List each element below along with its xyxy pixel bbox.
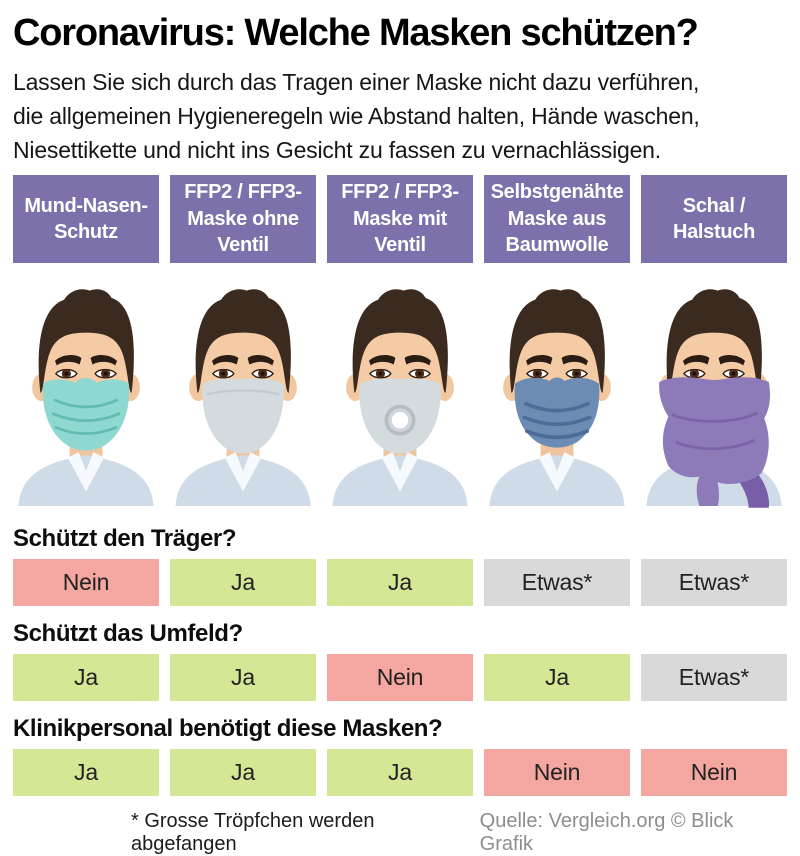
question-label-traeger: Schützt den Träger? [13, 525, 237, 552]
footnote: * Grosse Tröpfchen werden abgefangen [131, 810, 375, 855]
face-illustration-surgical-mask [17, 288, 155, 507]
column-header-row: Mund-Nasen- Schutz FFP2 / FFP3- Maske oh… [13, 175, 787, 263]
answer-cell: Ja [170, 559, 316, 606]
column-header-ffp-mit-ventil: FFP2 / FFP3- Maske mit Ventil [327, 175, 473, 263]
intro-text: Lassen Sie sich durch das Tragen einer M… [13, 65, 787, 167]
face-illustration-row [13, 265, 787, 517]
question-label-klinikpersonal: Klinikpersonal benötigt diese Masken? [13, 715, 443, 742]
face-illustration-ffp-mask-with-valve [331, 288, 469, 507]
answer-cell: Etwas* [641, 654, 787, 701]
answer-cell: Ja [327, 559, 473, 606]
intro-line: Niesettikette und nicht ins Gesicht zu f… [13, 137, 661, 163]
answer-cell: Ja [170, 749, 316, 796]
answer-cell: Nein [327, 654, 473, 701]
column-header-ffp-ohne-ventil: FFP2 / FFP3- Maske ohne Ventil [170, 175, 316, 263]
answer-cell: Nein [13, 559, 159, 606]
intro-line: die allgemeinen Hygieneregeln wie Abstan… [13, 103, 700, 129]
face-illustration-scarf [645, 288, 783, 508]
answer-cell: Ja [484, 654, 630, 701]
page-title: Coronavirus: Welche Masken schützen? [13, 12, 699, 54]
answer-row-klinikpersonal: Ja Ja Ja Nein Nein [13, 749, 787, 796]
source-credit: Quelle: Vergleich.org © Blick Grafik [479, 810, 734, 855]
face-illustration-homemade-cotton-mask [488, 288, 626, 507]
answer-cell: Ja [170, 654, 316, 701]
answer-row-umfeld: Ja Ja Nein Ja Etwas* [13, 654, 787, 701]
answer-cell: Nein [641, 749, 787, 796]
footer: * Grosse Tröpfchen werden abgefangen Que… [13, 810, 787, 856]
answer-cell: Ja [13, 654, 159, 701]
answer-row-traeger: Nein Ja Ja Etwas* Etwas* [13, 559, 787, 606]
answer-cell: Nein [484, 749, 630, 796]
answer-cell: Etwas* [641, 559, 787, 606]
column-header-mund-nasen-schutz: Mund-Nasen- Schutz [13, 175, 159, 263]
answer-cell: Etwas* [484, 559, 630, 606]
answer-cell: Ja [327, 749, 473, 796]
answer-cell: Ja [13, 749, 159, 796]
column-header-baumwolle: Selbstgenähte Maske aus Baumwolle [484, 175, 630, 263]
intro-line: Lassen Sie sich durch das Tragen einer M… [13, 69, 700, 95]
question-label-umfeld: Schützt das Umfeld? [13, 620, 243, 647]
column-header-schal: Schal / Halstuch [641, 175, 787, 263]
face-illustration-ffp-mask-without-valve [174, 288, 312, 507]
